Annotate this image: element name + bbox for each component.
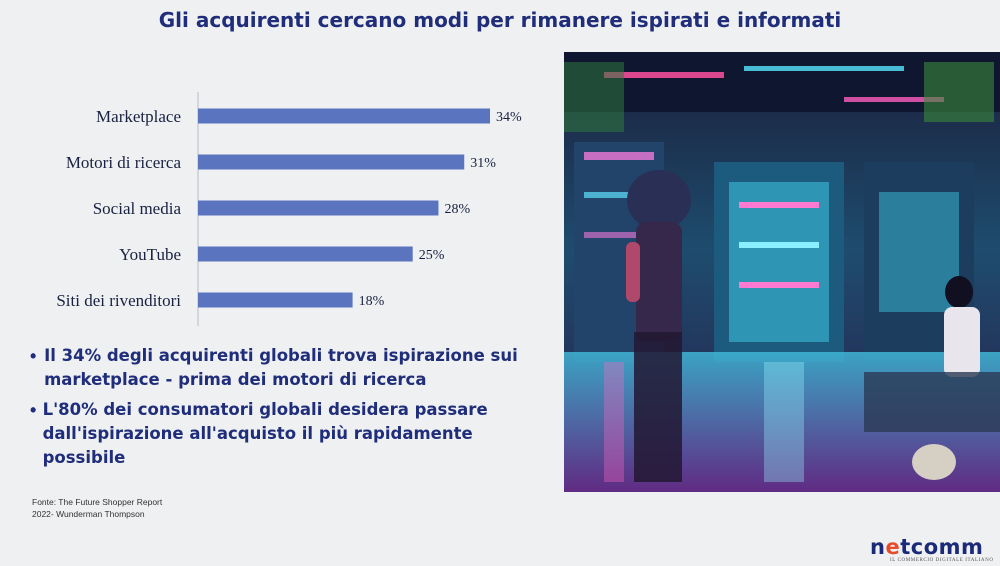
data-label: 31% xyxy=(470,156,496,171)
category-label: Siti dei rivenditori xyxy=(56,291,181,310)
bullet-list: • Il 34% degli acquirenti globali trova … xyxy=(30,344,550,476)
category-label: Marketplace xyxy=(96,107,181,126)
bar-chart: Marketplace 34% Motori di ricerca 31% Social… xyxy=(56,92,522,326)
source-note: Fonte: The Future Shopper Report 2022- W… xyxy=(32,496,162,520)
logo-accent: e xyxy=(885,535,901,559)
slide-title: Gli acquirenti cercano modi per rimanere… xyxy=(158,8,842,32)
category-label: YouTube xyxy=(119,245,181,264)
source-line: 2022- Wunderman Thompson xyxy=(32,509,145,519)
logo-text: tcomm xyxy=(900,535,984,559)
category-label: Social media xyxy=(93,199,182,218)
bar xyxy=(198,200,439,216)
bar xyxy=(198,154,465,170)
bullet-text: L'80% dei consumatori globali desidera p… xyxy=(42,400,488,467)
bullet-marker: • xyxy=(30,400,37,420)
data-label: 28% xyxy=(444,202,470,217)
bullet-item: • Il 34% degli acquirenti globali trova … xyxy=(30,344,550,392)
cyberpunk-store-image xyxy=(564,52,1000,492)
bar xyxy=(198,292,353,308)
bar xyxy=(198,246,413,262)
data-label: 34% xyxy=(496,110,522,125)
logo-tagline: IL COMMERCIO DIGITALE ITALIANO xyxy=(890,558,994,563)
logo-wordmark: netcomm xyxy=(870,536,994,558)
bar xyxy=(198,108,490,124)
bullet-marker: • xyxy=(30,346,37,366)
category-label: Motori di ricerca xyxy=(66,153,182,172)
data-label: 25% xyxy=(419,248,445,263)
bullet-item: • L'80% dei consumatori globali desidera… xyxy=(30,398,550,470)
netcomm-logo: netcomm IL COMMERCIO DIGITALE ITALIANO xyxy=(870,536,994,563)
data-label: 18% xyxy=(359,294,385,309)
source-line: Fonte: The Future Shopper Report xyxy=(32,497,163,507)
logo-text: n xyxy=(870,535,886,559)
bullet-text: Il 34% degli acquirenti globali trova is… xyxy=(44,346,518,389)
